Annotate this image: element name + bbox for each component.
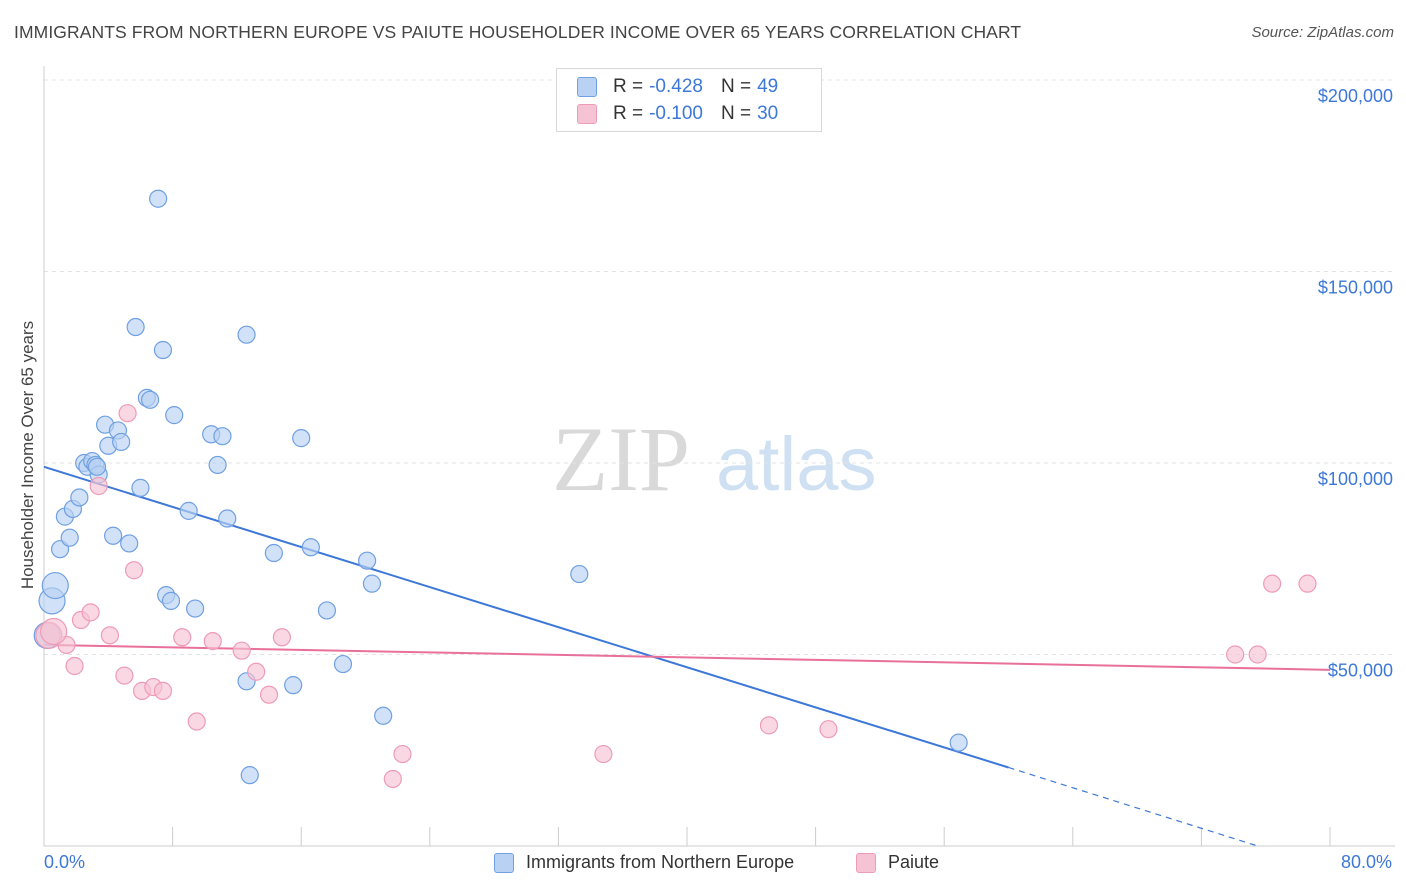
source-label: Source: ZipAtlas.com xyxy=(1251,24,1394,41)
data-point-pink xyxy=(115,666,134,685)
data-point-blue xyxy=(240,766,259,785)
data-point-blue xyxy=(112,432,131,452)
data-point-blue xyxy=(333,654,353,674)
data-point-pink xyxy=(187,712,206,731)
data-point-pink xyxy=(393,744,412,764)
trend-lines xyxy=(43,465,1331,847)
data-point-pink xyxy=(81,603,100,622)
bottom-legend-blue: Immigrants from Northern Europe xyxy=(494,852,794,873)
y-tick-label: $200,000 xyxy=(1318,86,1393,106)
data-point-blue xyxy=(179,501,198,520)
data-point-blue xyxy=(140,390,160,409)
trend-line xyxy=(43,465,1009,769)
y-tick-label: $50,000 xyxy=(1328,661,1393,681)
legend-r-value: -0.100 xyxy=(649,103,703,124)
bottom-legend-label: Immigrants from Northern Europe xyxy=(526,852,795,872)
data-point-blue xyxy=(70,488,89,507)
data-point-pink xyxy=(100,626,120,645)
data-point-pink xyxy=(203,631,222,651)
data-point-pink xyxy=(759,716,779,735)
data-point-blue xyxy=(208,455,227,475)
data-point-blue xyxy=(149,189,168,208)
x-axis-min-label: 0.0% xyxy=(44,852,86,872)
data-point-pink xyxy=(819,720,838,739)
data-point-pink xyxy=(247,662,266,681)
data-point-blue xyxy=(87,457,107,476)
legend-n-label: N = xyxy=(720,76,752,97)
data-point-blue xyxy=(570,564,589,584)
data-point-blue xyxy=(374,706,393,725)
legend-r-label: R = xyxy=(613,103,644,124)
grid-lines xyxy=(44,79,1395,655)
data-points xyxy=(33,189,1317,789)
data-point-blue xyxy=(161,591,181,610)
data-point-blue xyxy=(284,676,303,695)
data-point-pink xyxy=(259,685,279,704)
data-point-blue xyxy=(104,526,123,545)
data-point-pink xyxy=(153,681,173,700)
trend-line xyxy=(43,643,1331,671)
data-point-blue xyxy=(362,574,382,593)
data-point-pink xyxy=(40,617,68,646)
data-point-blue xyxy=(292,429,311,448)
trend-line-extension xyxy=(1008,766,1258,847)
data-point-pink xyxy=(1226,645,1245,664)
data-point-blue xyxy=(237,325,256,344)
watermark-atlas: atlas xyxy=(716,422,877,507)
data-point-blue xyxy=(317,601,337,620)
data-point-pink xyxy=(89,476,108,496)
data-point-pink xyxy=(383,769,402,789)
legend-n-value: 30 xyxy=(757,103,779,124)
data-point-pink xyxy=(272,628,292,647)
chart-title: IMMIGRANTS FROM NORTHERN EUROPE VS PAIUT… xyxy=(14,22,1022,42)
data-point-pink xyxy=(65,656,84,676)
data-point-pink xyxy=(173,628,192,647)
data-point-blue xyxy=(949,733,968,752)
y-tick-labels: $50,000 $100,000 $150,000 $200,000 xyxy=(1318,86,1393,681)
legend-swatch-blue xyxy=(494,852,514,873)
legend-row-blue: R = -0.428 N = 49 xyxy=(577,75,778,99)
data-point-blue xyxy=(126,317,145,337)
data-point-pink xyxy=(232,641,251,660)
data-point-pink xyxy=(594,744,613,764)
correlation-legend: R = -0.428 N = 49 R = -0.100 N = 30 xyxy=(556,68,822,132)
data-point-blue xyxy=(213,427,232,446)
legend-row-pink: R = -0.100 N = 30 xyxy=(577,102,778,126)
y-tick-label: $100,000 xyxy=(1318,469,1393,489)
legend-r-label: R = xyxy=(613,76,644,97)
legend-swatch-pink xyxy=(577,104,597,124)
bottom-legend-pink: Paiute xyxy=(856,852,939,873)
bottom-legend-label: Paiute xyxy=(888,852,940,872)
data-point-blue xyxy=(186,599,205,618)
data-point-blue xyxy=(301,538,320,557)
data-point-pink xyxy=(1263,574,1282,593)
data-point-blue xyxy=(60,528,79,547)
data-point-blue xyxy=(41,571,69,600)
zipatlas-watermark: ZIP atlas xyxy=(552,408,877,510)
data-point-blue xyxy=(131,478,150,497)
x-axis-max-label: 80.0% xyxy=(1340,852,1392,872)
axes xyxy=(43,66,1395,847)
data-point-blue xyxy=(264,543,283,563)
data-point-blue xyxy=(358,551,377,570)
data-point-pink xyxy=(1298,574,1317,593)
legend-n-value: 49 xyxy=(757,76,779,97)
data-point-blue xyxy=(218,509,237,528)
data-point-pink xyxy=(1248,645,1267,664)
data-point-pink xyxy=(118,404,137,423)
data-point-blue xyxy=(165,406,184,425)
watermark-zip: ZIP xyxy=(552,408,690,510)
legend-swatch-pink xyxy=(856,852,876,873)
data-point-blue xyxy=(153,340,173,360)
legend-swatch-blue xyxy=(577,77,597,97)
data-point-blue xyxy=(120,534,139,553)
legend-n-label: N = xyxy=(720,103,752,124)
data-point-pink xyxy=(124,561,144,580)
y-tick-label: $150,000 xyxy=(1318,278,1393,298)
legend-r-value: -0.428 xyxy=(649,76,703,97)
